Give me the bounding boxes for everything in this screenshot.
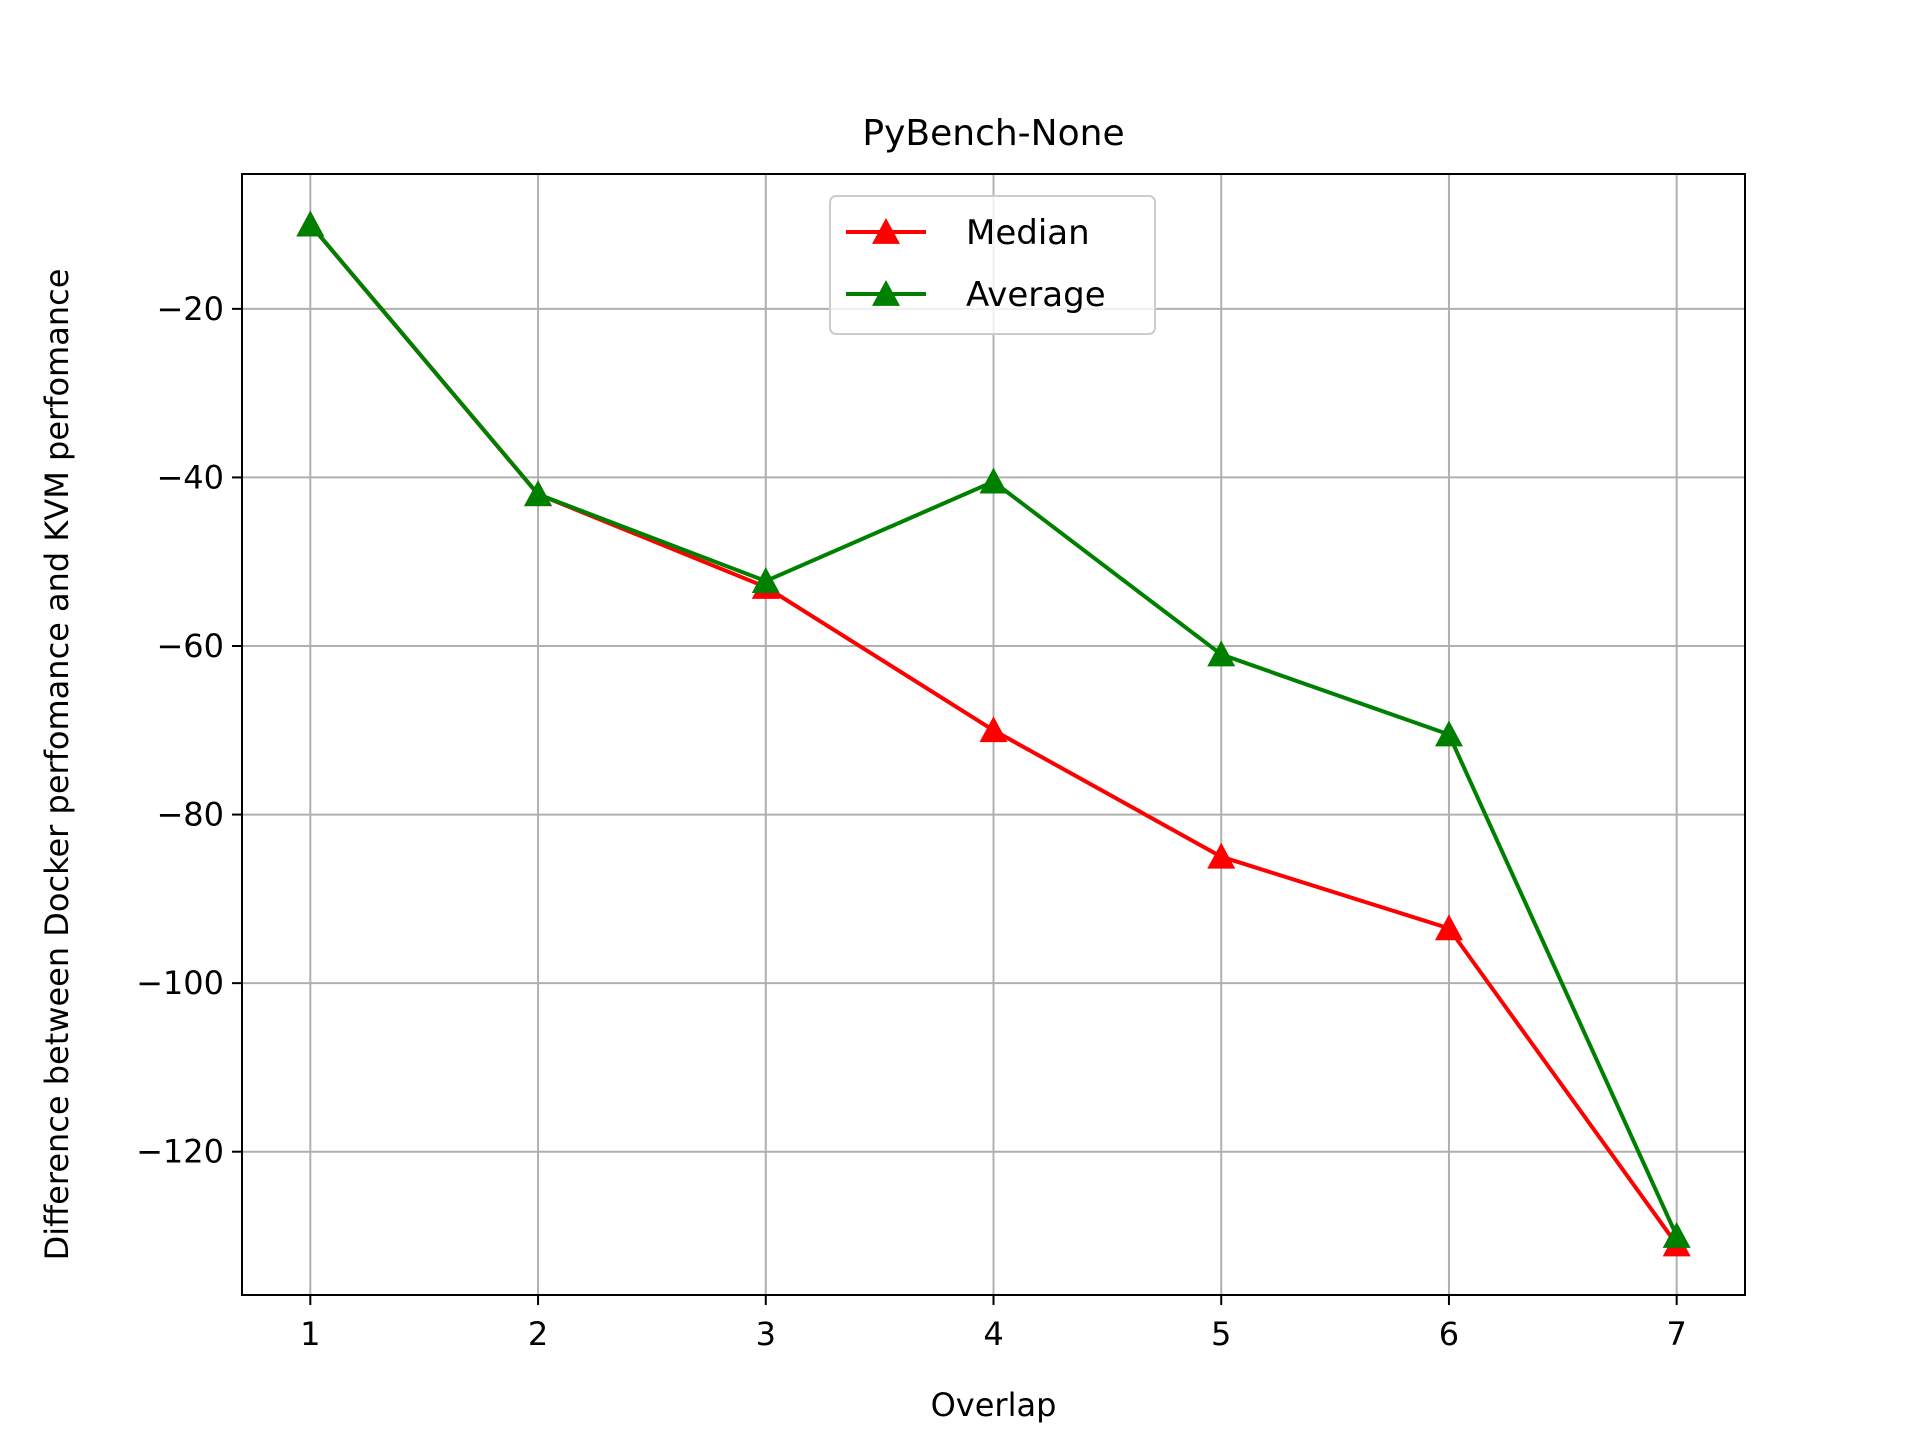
- data-point-average: [296, 210, 325, 237]
- x-tick-label: 1: [300, 1315, 320, 1353]
- x-tick-label: 6: [1439, 1315, 1459, 1353]
- y-tick-label: −40: [156, 458, 224, 496]
- x-tick-label: 2: [528, 1315, 548, 1353]
- data-point-average: [751, 567, 780, 593]
- x-axis-label: Overlap: [931, 1386, 1057, 1424]
- data-point-median: [1207, 842, 1236, 869]
- data-point-average: [1207, 640, 1236, 667]
- legend-label-median: Median: [966, 213, 1090, 253]
- legend-marker-median: [872, 218, 900, 244]
- legend-label-average: Average: [966, 275, 1106, 315]
- y-tick-label: −20: [156, 290, 224, 328]
- data-point-average: [1434, 720, 1463, 747]
- legend-marker-average: [872, 280, 900, 306]
- data-point-average: [524, 480, 553, 507]
- y-axis-label: Difference between Docker perfomance and…: [38, 269, 76, 1261]
- x-tick-label: 5: [1211, 1315, 1231, 1353]
- chart-title: PyBench-None: [862, 113, 1124, 154]
- x-tick-label: 3: [756, 1315, 776, 1353]
- x-tick-label: 4: [983, 1315, 1003, 1353]
- y-tick-label: −120: [136, 1133, 224, 1171]
- data-point-average: [1662, 1222, 1691, 1248]
- data-point-average: [979, 467, 1008, 494]
- y-tick-label: −80: [156, 796, 224, 834]
- data-point-median: [1434, 914, 1463, 941]
- y-tick-label: −60: [156, 627, 224, 665]
- series-layer: [296, 210, 1691, 1257]
- x-tick-label: 7: [1667, 1315, 1687, 1353]
- ticks: 1 2 3 4 5 6 7 −20 −40 −60 −80 −100 −120: [136, 290, 1687, 1353]
- y-tick-label: −100: [136, 964, 224, 1002]
- data-point-median: [979, 716, 1008, 743]
- legend: Median Average: [829, 195, 1156, 335]
